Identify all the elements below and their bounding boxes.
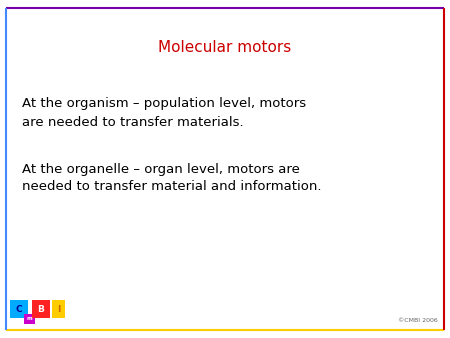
- Bar: [24, 314, 35, 324]
- Text: C: C: [16, 305, 22, 314]
- Text: At the organism – population level, motors
are needed to transfer materials.: At the organism – population level, moto…: [22, 97, 306, 128]
- Bar: [32, 300, 50, 318]
- Text: B: B: [37, 305, 45, 314]
- Text: m: m: [27, 316, 32, 321]
- Bar: [52, 300, 65, 318]
- Bar: [10, 300, 28, 318]
- Text: At the organelle – organ level, motors are
needed to transfer material and infor: At the organelle – organ level, motors a…: [22, 163, 321, 193]
- Text: ©CMBI 2006: ©CMBI 2006: [398, 317, 438, 322]
- Text: I: I: [57, 305, 60, 314]
- Text: Molecular motors: Molecular motors: [158, 41, 292, 55]
